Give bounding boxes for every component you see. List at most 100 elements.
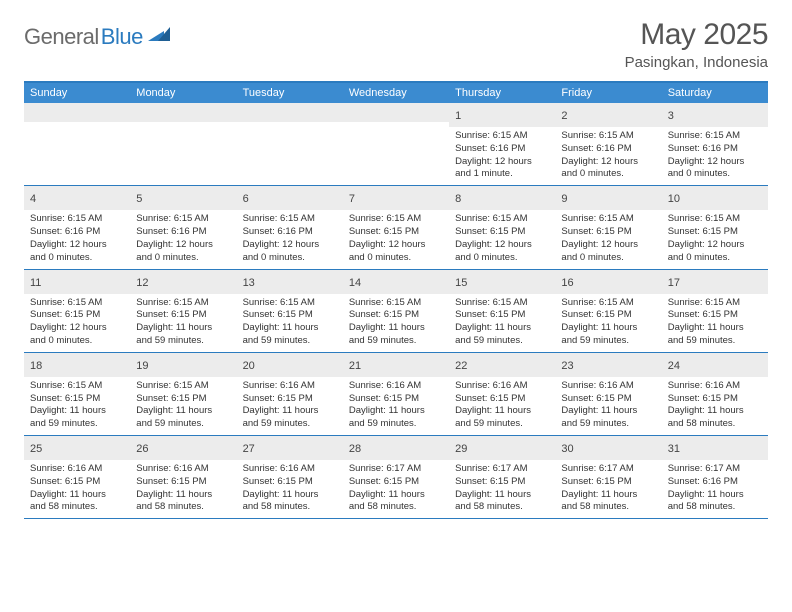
day-number: 13: [243, 277, 255, 289]
day-number: 7: [349, 193, 355, 205]
day-details: Sunrise: 6:15 AMSunset: 6:15 PMDaylight:…: [555, 210, 661, 264]
day-details: Sunrise: 6:15 AMSunset: 6:16 PMDaylight:…: [555, 127, 661, 181]
sunset-line: Sunset: 6:15 PM: [30, 393, 124, 406]
day-number-row: 18: [24, 353, 130, 377]
day-number-row: 2: [555, 103, 661, 127]
day-number: 17: [668, 277, 680, 289]
sunset-line: Sunset: 6:15 PM: [349, 226, 443, 239]
day-number-row: 7: [343, 186, 449, 210]
sunrise-line: Sunrise: 6:15 AM: [561, 297, 655, 310]
month-title: May 2025: [625, 18, 768, 52]
sunrise-line: Sunrise: 6:16 AM: [668, 380, 762, 393]
day-number: 20: [243, 360, 255, 372]
day-details: Sunrise: 6:17 AMSunset: 6:15 PMDaylight:…: [449, 460, 555, 514]
day-number-row: 14: [343, 270, 449, 294]
day-details: Sunrise: 6:16 AMSunset: 6:15 PMDaylight:…: [555, 377, 661, 431]
daylight-line: Daylight: 11 hours and 59 minutes.: [561, 405, 655, 431]
day-number-row: 4: [24, 186, 130, 210]
day-number-row: 31: [662, 436, 768, 460]
calendar-day: 12 Sunrise: 6:15 AMSunset: 6:15 PMDayligh…: [130, 270, 236, 352]
sunset-line: Sunset: 6:15 PM: [243, 393, 337, 406]
daylight-line: Daylight: 11 hours and 59 minutes.: [136, 322, 230, 348]
day-number: 22: [455, 360, 467, 372]
daylight-line: Daylight: 12 hours and 1 minute.: [455, 156, 549, 182]
calendar-day: 27Sunrise: 6:16 AMSunset: 6:15 PMDayligh…: [237, 436, 343, 518]
calendar-day: 28Sunrise: 6:17 AMSunset: 6:15 PMDayligh…: [343, 436, 449, 518]
daylight-line: Daylight: 11 hours and 59 minutes.: [668, 322, 762, 348]
sunset-line: Sunset: 6:15 PM: [455, 309, 549, 322]
day-number-row: 12: [130, 270, 236, 294]
daylight-line: Daylight: 11 hours and 59 minutes.: [136, 405, 230, 431]
day-number: 11: [30, 277, 41, 289]
day-number: 31: [668, 443, 680, 455]
daylight-line: Daylight: 12 hours and 0 minutes.: [561, 239, 655, 265]
calendar-page: GeneralBlue May 2025 Pasingkan, Indonesi…: [0, 0, 792, 529]
sunrise-line: Sunrise: 6:17 AM: [561, 463, 655, 476]
daylight-line: Daylight: 11 hours and 58 minutes.: [561, 489, 655, 515]
day-number: 6: [243, 193, 249, 205]
day-number: 26: [136, 443, 148, 455]
sunrise-line: Sunrise: 6:17 AM: [349, 463, 443, 476]
sunrise-line: Sunrise: 6:15 AM: [455, 213, 549, 226]
day-number: 9: [561, 193, 567, 205]
day-details: Sunrise: 6:15 AMSunset: 6:15 PMDaylight:…: [130, 294, 236, 348]
sunset-line: Sunset: 6:15 PM: [561, 309, 655, 322]
sunrise-line: Sunrise: 6:15 AM: [136, 213, 230, 226]
daylight-line: Daylight: 12 hours and 0 minutes.: [668, 156, 762, 182]
day-details: Sunrise: 6:15 AMSunset: 6:15 PMDaylight:…: [662, 210, 768, 264]
calendar-day: 18Sunrise: 6:15 AMSunset: 6:15 PMDayligh…: [24, 353, 130, 435]
day-details: Sunrise: 6:15 AMSunset: 6:15 PMDaylight:…: [449, 294, 555, 348]
sunset-line: Sunset: 6:16 PM: [668, 476, 762, 489]
day-details: Sunrise: 6:17 AMSunset: 6:16 PMDaylight:…: [662, 460, 768, 514]
sunset-line: Sunset: 6:15 PM: [136, 393, 230, 406]
calendar-week: 11Sunrise: 6:15 AMSunset: 6:15 PMDayligh…: [24, 270, 768, 353]
sunrise-line: Sunrise: 6:15 AM: [30, 297, 124, 310]
calendar-day: 6Sunrise: 6:15 AMSunset: 6:16 PMDaylight…: [237, 186, 343, 268]
sunrise-line: Sunrise: 6:15 AM: [30, 213, 124, 226]
sunrise-line: Sunrise: 6:16 AM: [349, 380, 443, 393]
location-text: Pasingkan, Indonesia: [625, 54, 768, 71]
sunset-line: Sunset: 6:15 PM: [668, 226, 762, 239]
day-number: 12: [136, 277, 148, 289]
calendar-body: 1Sunrise: 6:15 AMSunset: 6:16 PMDaylight…: [24, 103, 768, 519]
sunset-line: Sunset: 6:15 PM: [561, 476, 655, 489]
day-details: Sunrise: 6:15 AMSunset: 6:15 PMDaylight:…: [24, 294, 130, 348]
sunrise-line: Sunrise: 6:16 AM: [136, 463, 230, 476]
day-number-row: 29: [449, 436, 555, 460]
day-details: Sunrise: 6:16 AMSunset: 6:15 PMDaylight:…: [237, 377, 343, 431]
daylight-line: Daylight: 11 hours and 59 minutes.: [243, 322, 337, 348]
daylight-line: Daylight: 12 hours and 0 minutes.: [136, 239, 230, 265]
calendar-day: [130, 103, 236, 185]
calendar-day: 26Sunrise: 6:16 AMSunset: 6:15 PMDayligh…: [130, 436, 236, 518]
logo: GeneralBlue: [24, 18, 170, 50]
day-details: Sunrise: 6:15 AMSunset: 6:16 PMDaylight:…: [662, 127, 768, 181]
empty-day-header: [24, 103, 130, 122]
empty-day-header: [343, 103, 449, 122]
day-details: Sunrise: 6:15 AMSunset: 6:15 PMDaylight:…: [662, 294, 768, 348]
calendar-day: 31 Sunrise: 6:17 AMSunset: 6:16 PMDayligh…: [662, 436, 768, 518]
weekday-header-row: Sunday Monday Tuesday Wednesday Thursday…: [24, 83, 768, 103]
day-number-row: 30: [555, 436, 661, 460]
sunrise-line: Sunrise: 6:15 AM: [243, 297, 337, 310]
calendar-week: 1Sunrise: 6:15 AMSunset: 6:16 PMDaylight…: [24, 103, 768, 186]
calendar-week: 4Sunrise: 6:15 AMSunset: 6:16 PMDaylight…: [24, 186, 768, 269]
sunset-line: Sunset: 6:15 PM: [136, 309, 230, 322]
daylight-line: Daylight: 11 hours and 59 minutes.: [561, 322, 655, 348]
day-details: Sunrise: 6:15 AMSunset: 6:15 PMDaylight:…: [130, 377, 236, 431]
calendar-day: 8Sunrise: 6:15 AMSunset: 6:15 PMDaylight…: [449, 186, 555, 268]
day-number: 10: [668, 193, 680, 205]
day-number: 29: [455, 443, 467, 455]
calendar-day: [343, 103, 449, 185]
day-number: 8: [455, 193, 461, 205]
day-number-row: 5: [130, 186, 236, 210]
weekday-header: Wednesday: [343, 83, 449, 103]
sunset-line: Sunset: 6:15 PM: [349, 393, 443, 406]
sunset-line: Sunset: 6:16 PM: [561, 143, 655, 156]
day-number-row: 1: [449, 103, 555, 127]
calendar-day: 23Sunrise: 6:16 AMSunset: 6:15 PMDayligh…: [555, 353, 661, 435]
day-details: Sunrise: 6:16 AMSunset: 6:15 PMDaylight:…: [449, 377, 555, 431]
day-number-row: 3: [662, 103, 768, 127]
day-number-row: 19: [130, 353, 236, 377]
daylight-line: Daylight: 11 hours and 59 minutes.: [243, 405, 337, 431]
day-number: 15: [455, 277, 467, 289]
